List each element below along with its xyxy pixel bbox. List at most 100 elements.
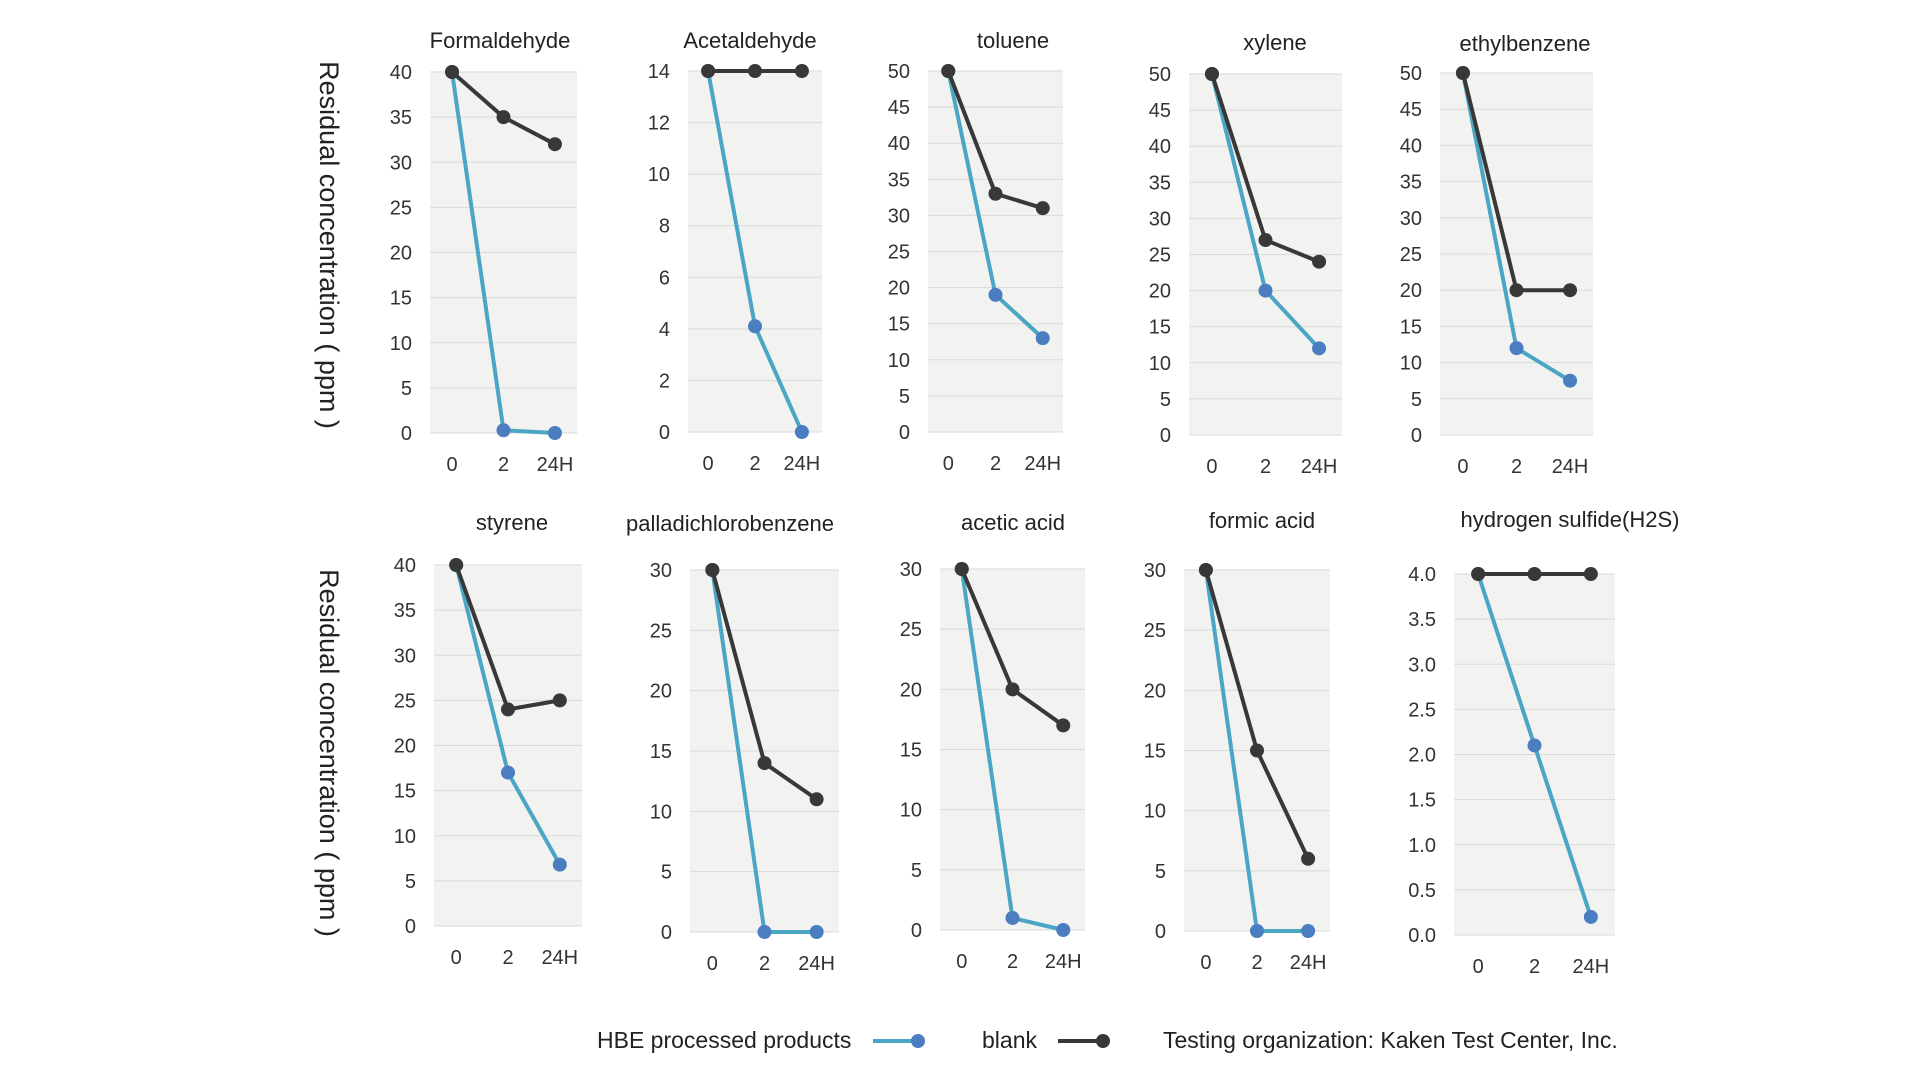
y-tick-label: 15 bbox=[1149, 317, 1171, 339]
y-tick-label: 30 bbox=[900, 559, 922, 581]
y-tick-label: 5 bbox=[1155, 861, 1166, 883]
chart-title: formic acid bbox=[1209, 508, 1315, 533]
y-tick-label: 35 bbox=[1400, 172, 1422, 194]
blank-data-point bbox=[1312, 254, 1327, 269]
y-tick-label: 25 bbox=[650, 620, 672, 642]
y-tick-label: 15 bbox=[1400, 316, 1422, 338]
y-tick-label: 5 bbox=[911, 860, 922, 882]
y-tick-label: 25 bbox=[1149, 245, 1171, 267]
hbe-data-point bbox=[1583, 909, 1598, 924]
blank-data-point bbox=[1527, 567, 1542, 581]
x-tick-label: 2 bbox=[1511, 456, 1522, 478]
blank-data-point bbox=[547, 137, 562, 152]
y-tick-label: 10 bbox=[888, 350, 910, 372]
blank-data-point bbox=[1471, 567, 1486, 581]
y-tick-label: 15 bbox=[394, 781, 416, 803]
y-tick-label: 5 bbox=[899, 386, 910, 408]
y-tick-label: 40 bbox=[390, 62, 412, 84]
blank-data-point bbox=[941, 64, 956, 78]
y-tick-label: 20 bbox=[900, 679, 922, 701]
blank-data-point bbox=[445, 65, 460, 79]
hbe-data-point bbox=[794, 425, 809, 439]
chart-panel-7: 0 5 10 15 20 25 30 0 2 24H acetic acid bbox=[900, 510, 1085, 973]
y-tick-label: 15 bbox=[1144, 741, 1166, 763]
x-tick-label: 24H bbox=[1301, 456, 1338, 478]
y-tick-label: 15 bbox=[390, 288, 412, 310]
x-tick-label: 0 bbox=[451, 947, 462, 969]
y-tick-label: 30 bbox=[650, 560, 672, 582]
y-tick-label: 40 bbox=[1149, 136, 1171, 158]
y-tick-label: 5 bbox=[661, 862, 672, 884]
y-tick-label: 25 bbox=[1400, 244, 1422, 266]
x-tick-label: 2 bbox=[502, 947, 513, 969]
legend-hbe-label: HBE processed products bbox=[597, 1027, 851, 1053]
y-tick-label: 6 bbox=[659, 267, 670, 289]
x-tick-label: 0 bbox=[943, 453, 954, 475]
y-tick-label: 30 bbox=[1400, 208, 1422, 230]
y-tick-label: 10 bbox=[390, 333, 412, 355]
hbe-data-point bbox=[1035, 331, 1050, 346]
y-tick-label: 0 bbox=[405, 916, 416, 938]
y-tick-label: 10 bbox=[1149, 353, 1171, 375]
y-tick-label: 45 bbox=[1400, 99, 1422, 121]
x-tick-label: 0 bbox=[1473, 956, 1484, 978]
y-tick-label: 10 bbox=[1400, 353, 1422, 375]
x-tick-label: 24H bbox=[784, 453, 821, 475]
blank-data-point bbox=[449, 558, 464, 572]
hbe-data-point bbox=[748, 319, 762, 334]
y-tick-label: 50 bbox=[1149, 64, 1171, 86]
y-tick-label: 40 bbox=[888, 133, 910, 155]
chart-title: palladichlorobenzene bbox=[626, 511, 834, 536]
x-tick-label: 24H bbox=[1290, 952, 1327, 974]
chart-panel-8: 0 5 10 15 20 25 30 0 2 24H formic acid bbox=[1144, 508, 1330, 974]
chart-title: xylene bbox=[1243, 30, 1307, 55]
y-tick-label: 4.0 bbox=[1408, 564, 1436, 586]
y-tick-label: 20 bbox=[394, 736, 416, 758]
y-tick-label: 10 bbox=[650, 801, 672, 823]
y-tick-label: 5 bbox=[405, 871, 416, 893]
x-tick-label: 2 bbox=[990, 453, 1001, 475]
y-tick-label: 30 bbox=[394, 645, 416, 667]
x-tick-label: 0 bbox=[1200, 952, 1211, 974]
blank-data-point bbox=[1563, 283, 1578, 298]
x-tick-label: 0 bbox=[446, 454, 457, 476]
y-tick-label: 0.0 bbox=[1408, 925, 1436, 947]
chart-title: acetic acid bbox=[961, 510, 1065, 535]
hbe-data-point bbox=[1258, 283, 1273, 298]
blank-data-point bbox=[748, 64, 762, 78]
y-tick-label: 0 bbox=[401, 423, 412, 445]
blank-data-point bbox=[1301, 851, 1316, 866]
hbe-data-point bbox=[496, 423, 511, 438]
chart-title: Acetaldehyde bbox=[683, 28, 816, 53]
x-tick-label: 24H bbox=[1045, 951, 1082, 973]
y-tick-label: 25 bbox=[900, 619, 922, 641]
y-tick-label: 25 bbox=[888, 242, 910, 264]
blank-data-point bbox=[794, 64, 809, 78]
x-tick-label: 24H bbox=[1024, 453, 1061, 475]
x-tick-label: 2 bbox=[749, 453, 760, 475]
y-tick-label: 40 bbox=[394, 555, 416, 577]
hbe-data-point bbox=[1563, 373, 1578, 388]
y-tick-label: 0 bbox=[1411, 425, 1422, 447]
x-tick-label: 0 bbox=[703, 453, 714, 475]
x-tick-label: 24H bbox=[537, 454, 574, 476]
y-tick-label: 3.5 bbox=[1408, 609, 1436, 631]
blank-data-point bbox=[1056, 718, 1071, 733]
chart-title: hydrogen sulfide(H2S) bbox=[1461, 507, 1680, 532]
y-tick-label: 10 bbox=[394, 826, 416, 848]
x-tick-label: 0 bbox=[1206, 456, 1217, 478]
y-tick-label: 2 bbox=[659, 370, 670, 392]
x-tick-label: 2 bbox=[1529, 956, 1540, 978]
chart-panel-6: 0 5 10 15 20 25 30 0 2 24H palladichlorobenzene bbox=[626, 511, 839, 975]
y-tick-label: 45 bbox=[1149, 100, 1171, 122]
blank-data-point bbox=[1035, 201, 1050, 216]
y-tick-label: 25 bbox=[390, 197, 412, 219]
y-tick-label: 0 bbox=[659, 422, 670, 444]
chart-title: Formaldehyde bbox=[430, 28, 571, 53]
blank-data-point bbox=[1509, 283, 1524, 298]
y-tick-label: 10 bbox=[900, 800, 922, 822]
blank-data-point bbox=[1204, 67, 1219, 81]
x-tick-label: 2 bbox=[759, 953, 770, 975]
